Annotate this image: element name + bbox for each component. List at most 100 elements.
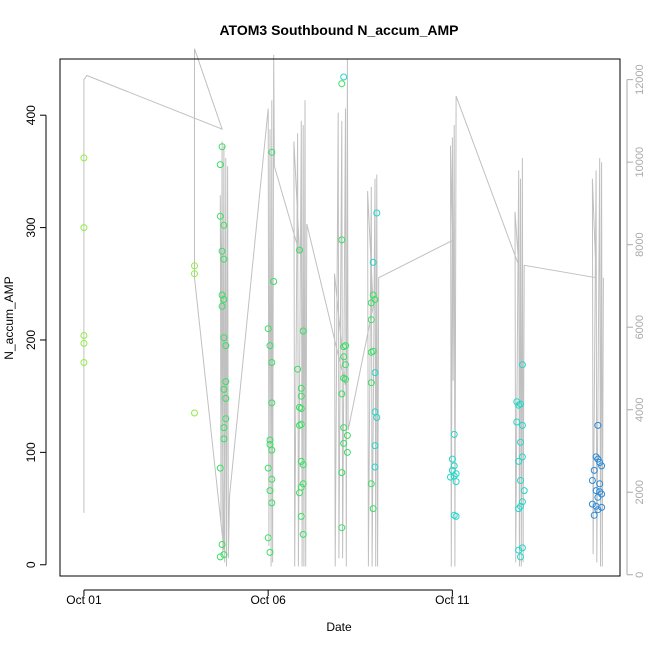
x-tick-label: Oct 11	[435, 593, 470, 607]
data-point	[268, 148, 276, 156]
data-point	[222, 415, 230, 423]
x-tick-label: Oct 06	[250, 593, 286, 607]
data-point	[520, 487, 528, 495]
data-point	[369, 258, 377, 266]
data-point	[448, 455, 456, 463]
data-point	[296, 489, 303, 497]
y-tick-label: 100	[24, 442, 38, 462]
data-point	[299, 327, 307, 335]
data-point	[218, 302, 226, 310]
data-point	[517, 438, 524, 446]
data-point	[338, 236, 346, 244]
data-point	[588, 500, 596, 508]
data-point	[220, 334, 228, 342]
data-point	[216, 464, 224, 472]
data-point	[518, 421, 526, 429]
chart-title: ATOM3 Southbound N_accum_AMP	[219, 22, 458, 38]
y2-tick-label: 0	[634, 572, 646, 578]
data-point	[343, 448, 351, 456]
data-point	[373, 209, 381, 217]
data-point	[338, 390, 346, 398]
data-point	[367, 379, 375, 387]
data-point	[592, 453, 600, 461]
right-axis-trace-line	[83, 48, 604, 567]
data-point	[369, 291, 377, 299]
data-point	[342, 342, 349, 350]
y2-tick-label: 10000	[634, 147, 646, 178]
data-point	[338, 469, 346, 477]
data-point	[220, 424, 228, 432]
data-point	[518, 361, 526, 369]
y-tick-label: 400	[24, 105, 38, 125]
data-point	[191, 262, 198, 270]
data-point	[299, 461, 307, 469]
data-point	[450, 430, 458, 438]
data-point	[270, 278, 278, 285]
data-point	[80, 359, 88, 366]
data-point	[80, 224, 88, 232]
data-point	[222, 394, 230, 402]
data-point	[588, 477, 596, 484]
y2-tick-label: 6000	[634, 315, 646, 339]
data-point	[515, 457, 523, 465]
data-point	[80, 339, 88, 347]
data-point	[596, 480, 604, 488]
data-point	[220, 551, 228, 559]
data-point	[371, 442, 379, 450]
data-point	[297, 420, 305, 428]
y2-tick-label: 2000	[634, 480, 646, 504]
y-tick-label: 300	[24, 217, 38, 237]
data-point	[218, 247, 226, 255]
data-point	[268, 446, 276, 454]
data-point	[297, 392, 305, 400]
y-axis-label: N_accum_AMP	[2, 276, 16, 359]
plot-frame	[59, 58, 621, 577]
x-axis-label: Date	[326, 620, 352, 634]
data-point	[373, 414, 381, 421]
data-point	[297, 405, 305, 412]
data-point	[218, 143, 226, 151]
data-point	[596, 459, 604, 466]
data-point	[218, 291, 226, 299]
y2-tick-label: 8000	[634, 232, 646, 256]
data-point	[452, 478, 460, 486]
data-point	[340, 73, 348, 81]
data-point	[299, 530, 307, 538]
data-point	[367, 480, 375, 488]
data-point	[367, 299, 375, 307]
data-point	[594, 455, 602, 463]
data-point	[220, 255, 228, 263]
data-point	[452, 512, 460, 520]
data-point	[266, 342, 274, 350]
y-tick-label: 0	[24, 561, 38, 568]
axes-layer: 0100200300400020004000600080001000012000…	[24, 58, 646, 607]
data-point	[367, 348, 375, 356]
data-point	[338, 524, 346, 532]
data-point	[220, 385, 228, 393]
data-point	[590, 466, 598, 474]
data-point	[338, 80, 346, 88]
data-point	[264, 325, 272, 333]
data-point	[264, 464, 272, 472]
data-point	[268, 475, 276, 483]
data-point	[220, 221, 228, 229]
data-point	[268, 499, 276, 507]
data-point	[340, 424, 348, 432]
data-point	[191, 409, 198, 417]
data-point	[518, 453, 526, 461]
data-point	[191, 270, 198, 278]
data-point	[220, 296, 228, 303]
data-point	[371, 463, 379, 471]
data-point	[517, 553, 524, 561]
data-point	[515, 546, 523, 554]
data-point	[218, 541, 226, 548]
data-point	[594, 493, 602, 501]
data-point	[299, 480, 307, 488]
data-point	[222, 378, 230, 386]
data-point	[296, 421, 303, 429]
data-point	[264, 534, 272, 542]
data-point	[517, 477, 524, 484]
